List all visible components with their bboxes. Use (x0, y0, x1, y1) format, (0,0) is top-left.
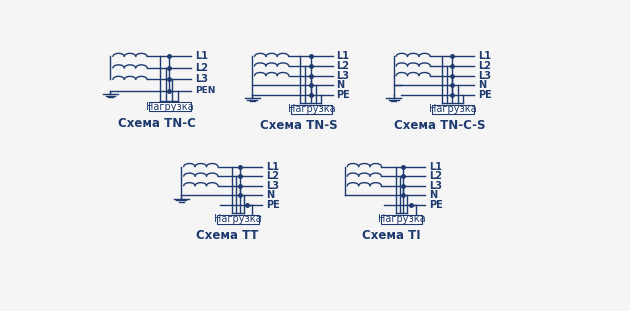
Text: Схема TN-C-S: Схема TN-C-S (394, 119, 486, 132)
Text: L1: L1 (266, 162, 278, 172)
Text: L3: L3 (266, 181, 278, 191)
Text: N: N (478, 80, 486, 90)
Text: PE: PE (266, 200, 280, 210)
Text: Схема TN-S: Схема TN-S (260, 119, 337, 132)
Bar (432, 104, 474, 114)
Text: L2: L2 (478, 61, 491, 71)
Bar (217, 215, 259, 224)
Text: N: N (429, 190, 437, 200)
Text: Схема ТТ: Схема ТТ (197, 230, 259, 242)
Text: PE: PE (478, 90, 492, 100)
Text: L3: L3 (429, 181, 442, 191)
Text: L2: L2 (266, 171, 278, 181)
Text: Нагрузка: Нагрузка (288, 104, 335, 114)
Text: Нагрузка: Нагрузка (377, 214, 425, 224)
Text: PE: PE (429, 200, 443, 210)
Text: L1: L1 (195, 52, 208, 62)
Text: L1: L1 (429, 162, 442, 172)
Text: Схема TI: Схема TI (362, 230, 421, 242)
Text: L1: L1 (478, 52, 491, 62)
Text: L3: L3 (195, 74, 208, 85)
Text: L3: L3 (336, 71, 350, 81)
Text: Нагрузка: Нагрузка (214, 214, 261, 224)
Text: PE: PE (336, 90, 350, 100)
Text: Схема TN-C: Схема TN-C (118, 117, 196, 130)
Text: PEN: PEN (195, 86, 215, 95)
Bar (381, 215, 422, 224)
Text: L2: L2 (336, 61, 350, 71)
Text: L3: L3 (478, 71, 491, 81)
Text: L2: L2 (429, 171, 442, 181)
Text: Нагрузка: Нагрузка (146, 101, 194, 112)
Text: L1: L1 (336, 52, 350, 62)
Bar (149, 102, 191, 111)
Text: N: N (336, 80, 345, 90)
Text: L2: L2 (195, 63, 208, 73)
Text: Нагрузка: Нагрузка (430, 104, 477, 114)
Text: N: N (266, 190, 274, 200)
Bar (291, 104, 333, 114)
